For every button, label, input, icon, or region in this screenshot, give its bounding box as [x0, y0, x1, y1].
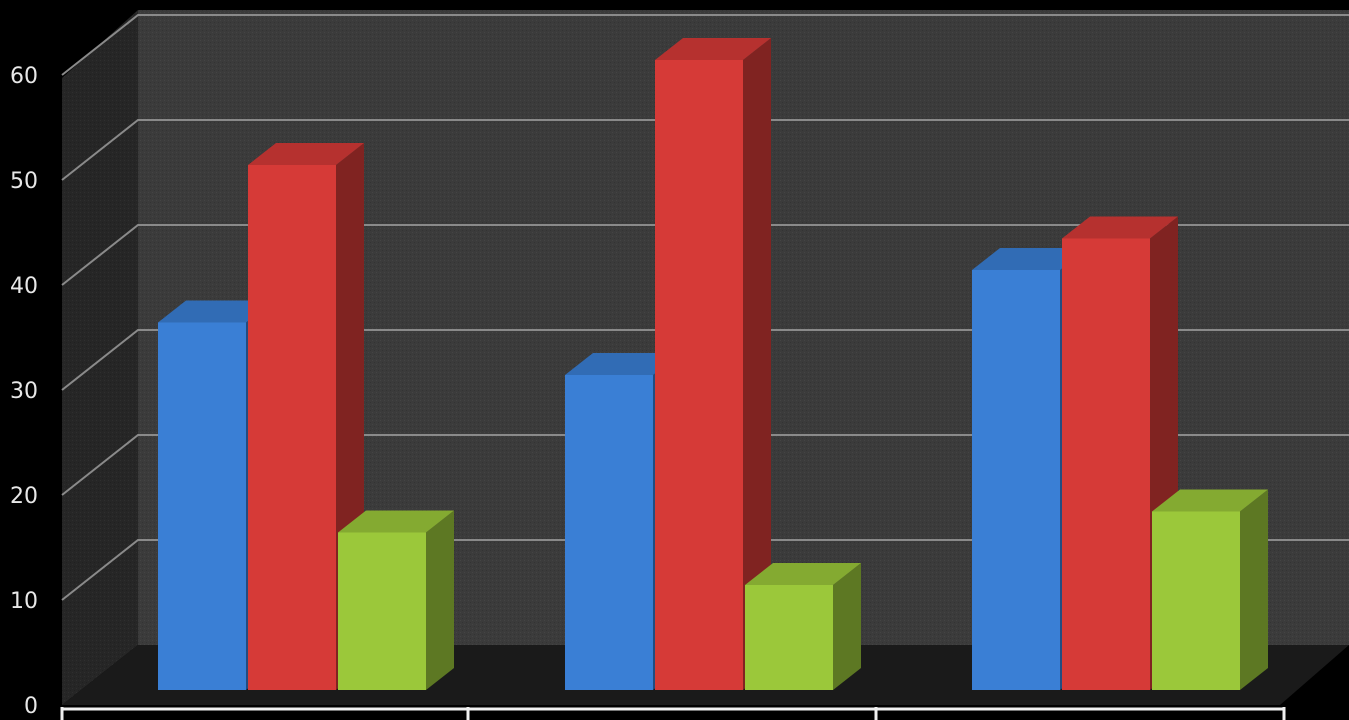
- y-tick-label: 40: [10, 274, 38, 299]
- bar-top: [1152, 489, 1268, 512]
- bar-side: [833, 563, 861, 690]
- bar-front: [158, 322, 246, 690]
- bar-front: [248, 165, 336, 690]
- bar-top: [158, 300, 274, 323]
- bar: [338, 510, 454, 690]
- y-tick-label: 20: [10, 484, 38, 509]
- bar: [745, 563, 861, 690]
- bar-top: [338, 510, 454, 533]
- gridline: [61, 329, 1349, 391]
- gridlines: [61, 14, 1349, 601]
- bar-top: [1062, 216, 1178, 239]
- gridline: [61, 14, 1349, 76]
- side-wall: [62, 10, 138, 705]
- bar-side: [1240, 489, 1268, 690]
- gridline: [61, 539, 1349, 601]
- bar-front: [1062, 238, 1150, 690]
- bar-front: [972, 270, 1060, 690]
- y-axis-tick-labels: 0 10 20 30 40 50 60: [10, 64, 38, 719]
- bar-top: [655, 38, 771, 60]
- bar-side: [743, 38, 771, 690]
- bar: [1062, 216, 1178, 690]
- bar-front: [655, 60, 743, 690]
- bar-side: [426, 510, 454, 690]
- bar: [655, 38, 771, 690]
- y-tick-label: 10: [10, 589, 38, 614]
- x-axis: [60, 707, 1286, 720]
- bar-front: [745, 585, 833, 690]
- y-tick-label: 50: [10, 169, 38, 194]
- bar-top: [565, 353, 681, 375]
- y-tick-label: 60: [10, 64, 38, 89]
- bar-top: [745, 563, 861, 585]
- bar-top: [248, 143, 364, 165]
- bar-front: [1152, 511, 1240, 690]
- gridline: [61, 434, 1349, 496]
- y-tick-label: 30: [10, 379, 38, 404]
- bar-front: [565, 375, 653, 690]
- bar-front: [338, 532, 426, 690]
- gridline: [61, 119, 1349, 181]
- bars: [158, 38, 1268, 690]
- bar: [1152, 489, 1268, 690]
- gridline: [61, 224, 1349, 286]
- bar-top: [972, 248, 1088, 270]
- y-tick-label: 0: [24, 694, 38, 719]
